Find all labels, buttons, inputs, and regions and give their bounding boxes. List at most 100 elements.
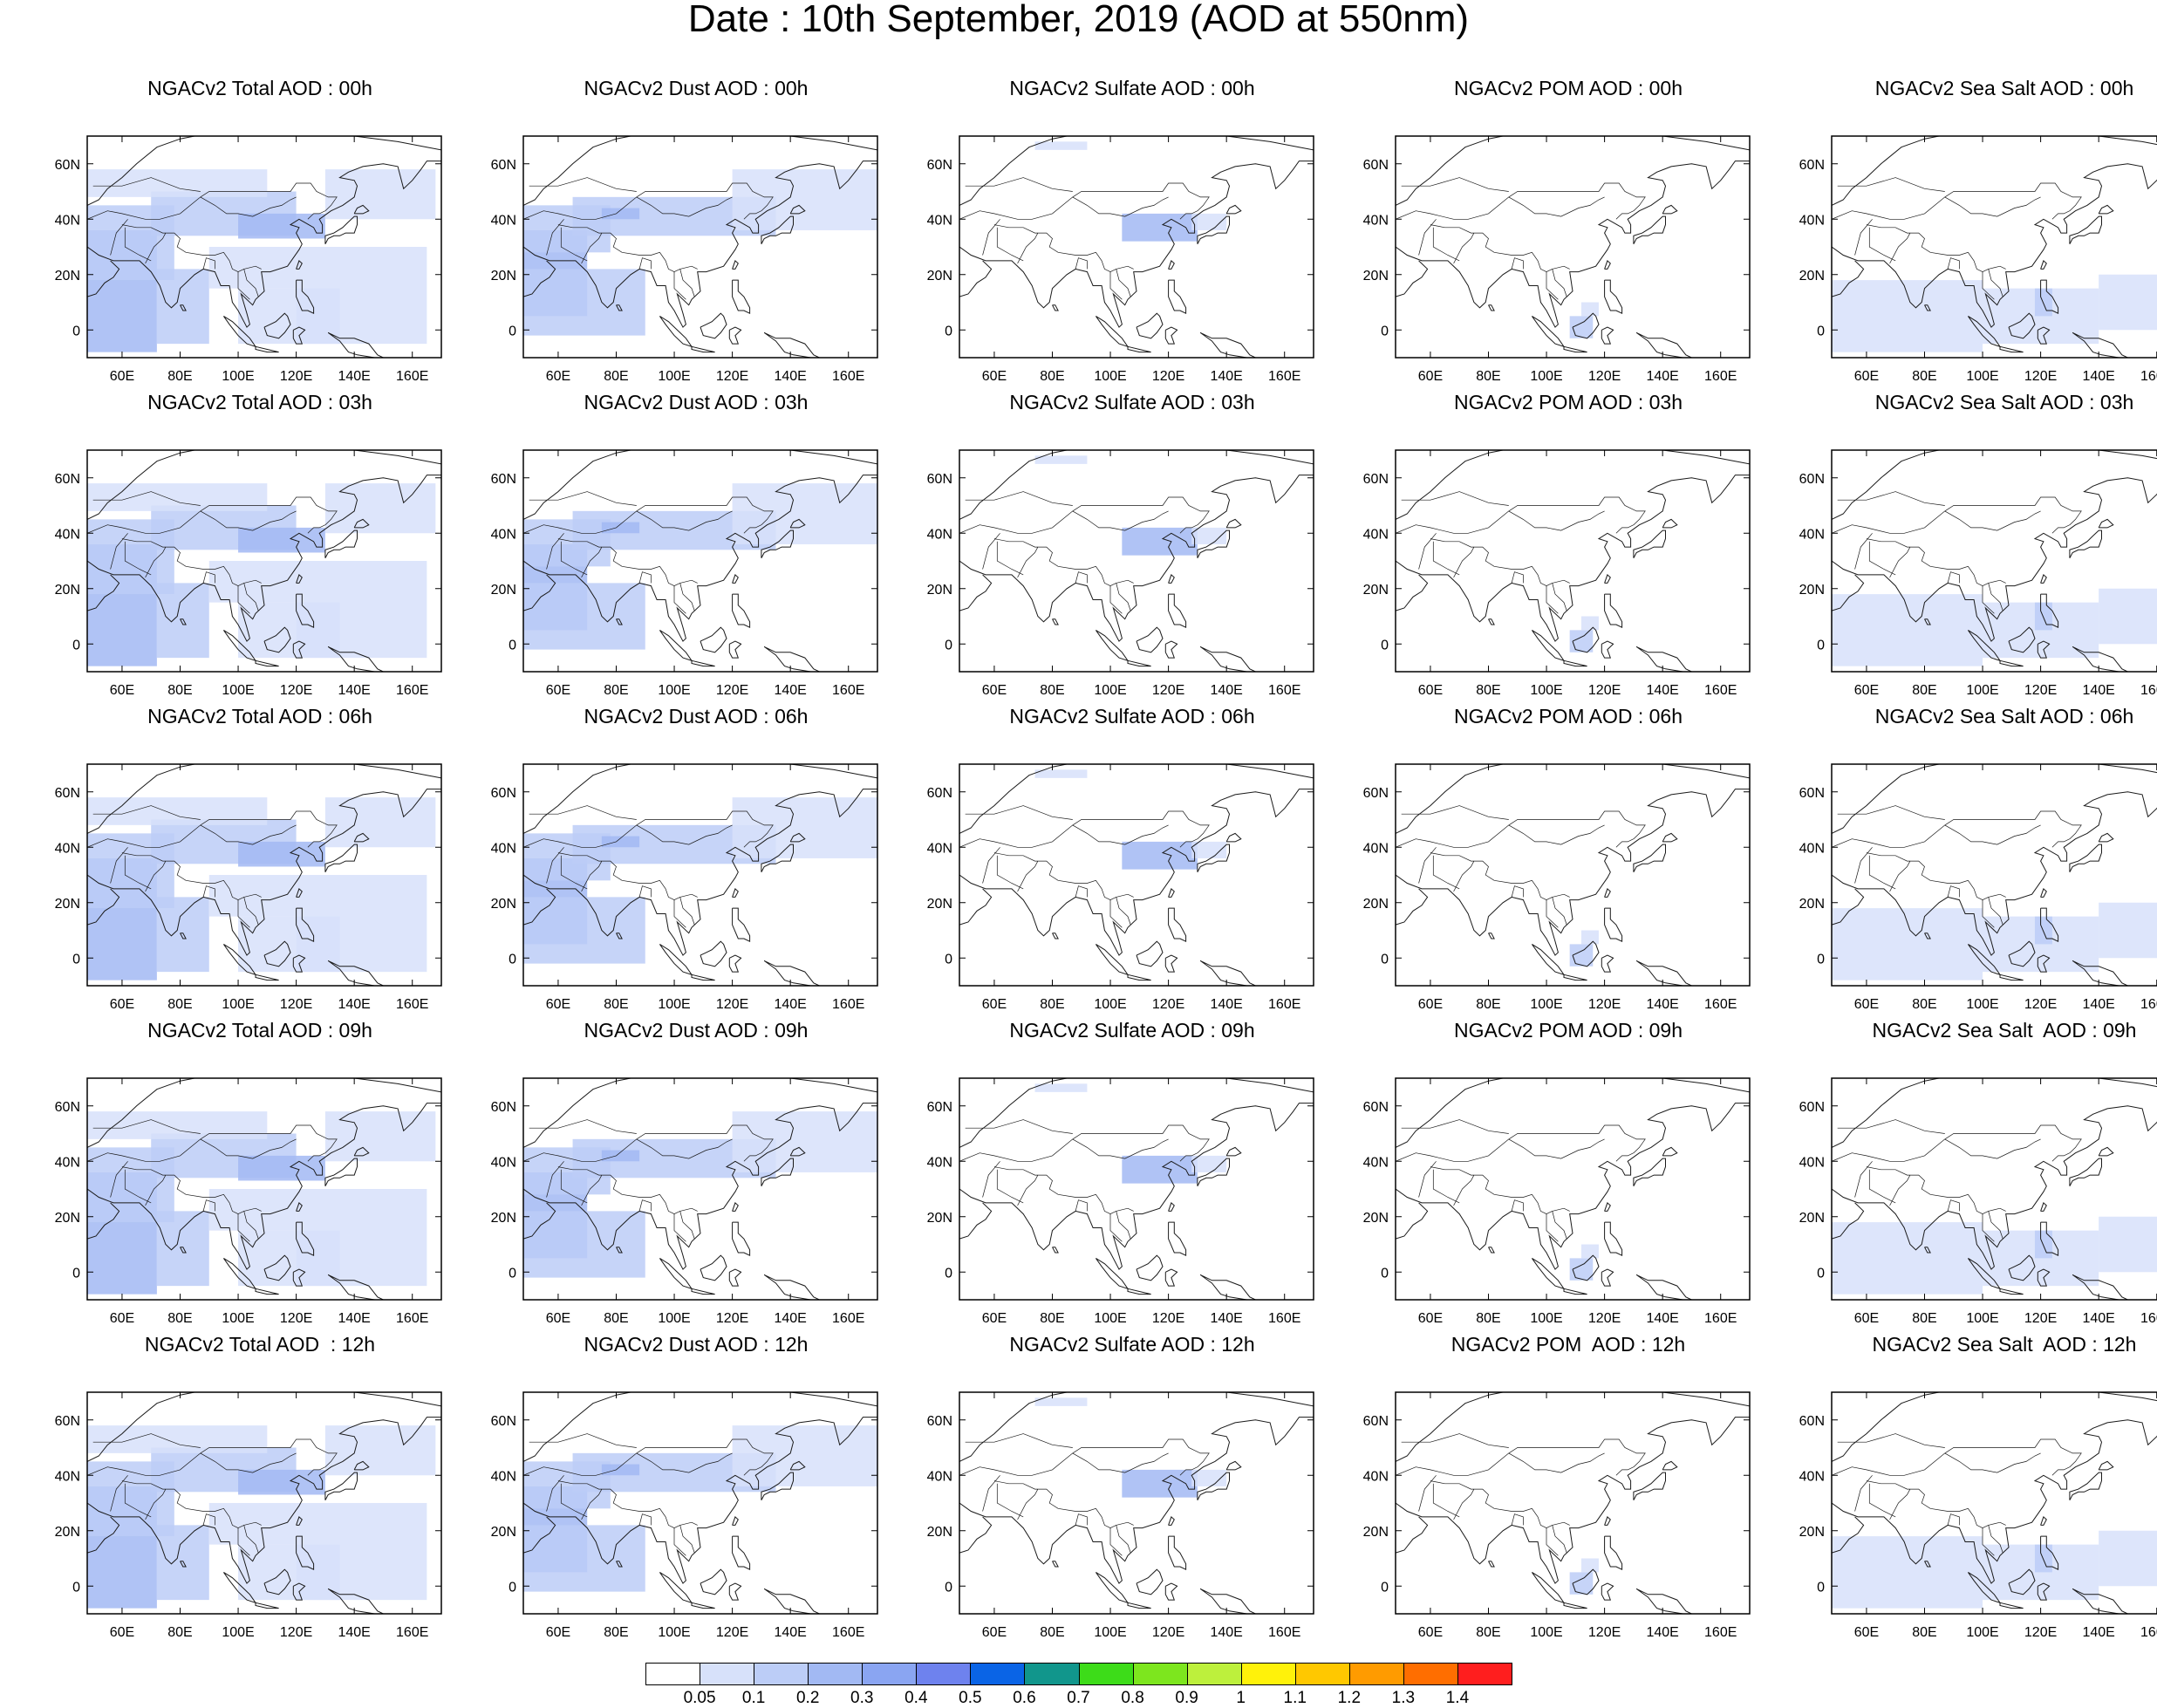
country-border [1988,1211,2003,1240]
x-tick-label: 80E [604,683,628,698]
country-border [2051,210,2071,220]
plot-frame [86,763,442,987]
x-tick-label: 140E [1210,1625,1242,1640]
colorbar-swatch [1348,1663,1404,1685]
x-tick-label: 100E [658,683,690,698]
aod-shade-region [2034,602,2052,631]
coastline [942,1305,966,1314]
aod-map: 60E 80E 100E 120E 140E 160E 60N 40N 20N 0 [927,1391,1314,1640]
coastline [1396,450,1750,520]
coastline [1052,1561,1059,1568]
map-plot: 60E 80E 100E 120E 140E 160E 60N 40N 20N 0 [1350,733,1786,1021]
y-tick-label: 0 [1381,324,1389,338]
aod-shade-region [523,583,645,650]
coastline [324,215,358,245]
coastline [292,954,306,973]
coastline [1199,331,1256,358]
map-panel: NGACv2 Total AOD : 06h 60E 80E 100E 120E 140E… [42,707,478,1021]
colorbar-label: 1 [1236,1689,1246,1707]
coastline [1572,940,1600,967]
aod-map: 60E 80E 100E 120E 140E 160E 60N 40N 20N 0 [1363,763,1751,1012]
panel-title: NGACv2 Sulfate AOD : 12h [1009,1333,1255,1356]
x-tick-label: 80E [604,1625,628,1640]
coastline [1396,888,1429,926]
aod-map: 60E 80E 100E 120E 140E 160E 60N 40N 20N 0 [491,449,878,698]
coastline [1814,363,1838,372]
coastline [700,940,727,967]
country-border [307,1466,326,1476]
coastline [327,1588,384,1614]
coastline [1095,315,1130,348]
x-tick-label: 140E [338,1311,370,1326]
country-border [87,182,338,220]
map-panel: NGACv2 Sea Salt AOD : 00h 60E 80E 100E 120E 1… [1786,79,2157,393]
plot-frame [959,135,1314,359]
y-tick-label: 60N [55,472,80,487]
country-border [546,533,564,570]
panel-title: NGACv2 POM AOD : 12h [1451,1333,1686,1356]
map-plot: 60E 80E 100E 120E 140E 160E 60N 40N 20N 0 [914,105,1350,393]
coastline [1832,888,1865,926]
country-border [523,182,774,220]
country-border [1508,1138,1605,1159]
aod-shade-region [732,483,877,544]
country-border [121,538,262,586]
y-tick-label: 20N [491,583,516,598]
country-border [1396,810,1646,848]
country-border [1017,1174,1039,1206]
coastline [1396,1078,1750,1148]
map-panel: NGACv2 POM AOD : 12h 60E 80E 100E 120E 140E 16… [1350,1335,1786,1649]
coastline [761,1158,794,1187]
coastline [292,1268,306,1287]
coastline [2037,1582,2051,1601]
x-tick-label: 120E [1152,683,1184,698]
coastline [616,304,623,311]
country-border [996,1169,1024,1204]
coastline [1488,933,1495,939]
aod-shade-region [1832,1222,1983,1295]
y-tick-label: 20N [491,269,516,284]
y-tick-label: 60N [55,786,80,801]
coastline [296,1202,303,1212]
plot-frame [1831,1077,2157,1301]
coastline [1396,789,1750,956]
aod-shade-region [601,208,640,220]
x-tick-label: 60E [1418,369,1443,384]
map-panel: NGACv2 POM AOD : 06h 60E 80E 100E 120E 140E 16… [1350,707,1786,1021]
coastline [324,1472,358,1501]
country-border [529,491,637,506]
coastline [1814,677,1838,686]
aod-shade-region [87,797,268,825]
coastline [1396,1103,1750,1270]
country-border [1947,257,1960,270]
x-tick-label: 140E [1210,683,1242,698]
country-border [1837,177,1945,192]
country-border [110,1161,128,1198]
country-border [307,1152,326,1162]
coastline [1604,593,1623,628]
aod-shade-region [1832,1536,1983,1609]
coastline [327,646,384,672]
coastline [255,1602,279,1609]
y-tick-label: 20N [55,897,80,912]
x-tick-label: 120E [280,1625,312,1640]
map-panel: NGACv2 Sea Salt AOD : 12h 60E 80E 100E 120E 1… [1786,1335,2157,1649]
y-tick-label: 0 [1381,638,1389,652]
aod-shade-region [324,797,436,848]
coastline [1832,260,1865,297]
aod-shade-region [1191,213,1227,230]
y-tick-label: 20N [491,897,516,912]
coastline [761,844,794,873]
country-border [1179,1466,1198,1476]
x-tick-label: 100E [222,369,254,384]
x-tick-label: 80E [1040,369,1064,384]
country-border [110,219,128,256]
aod-shade-region [1580,1558,1599,1573]
map-panel: NGACv2 Dust AOD : 09h 60E 80E 100E 120E 140E 1… [478,1021,914,1335]
coastline [1225,518,1242,529]
country-border [1546,1213,1559,1242]
y-tick-label: 40N [927,1469,952,1484]
country-border [557,1166,698,1214]
country-border [2051,524,2071,534]
aod-map: 60E 80E 100E 120E 140E 160E 60N 40N 20N 0 [1799,1077,2157,1326]
